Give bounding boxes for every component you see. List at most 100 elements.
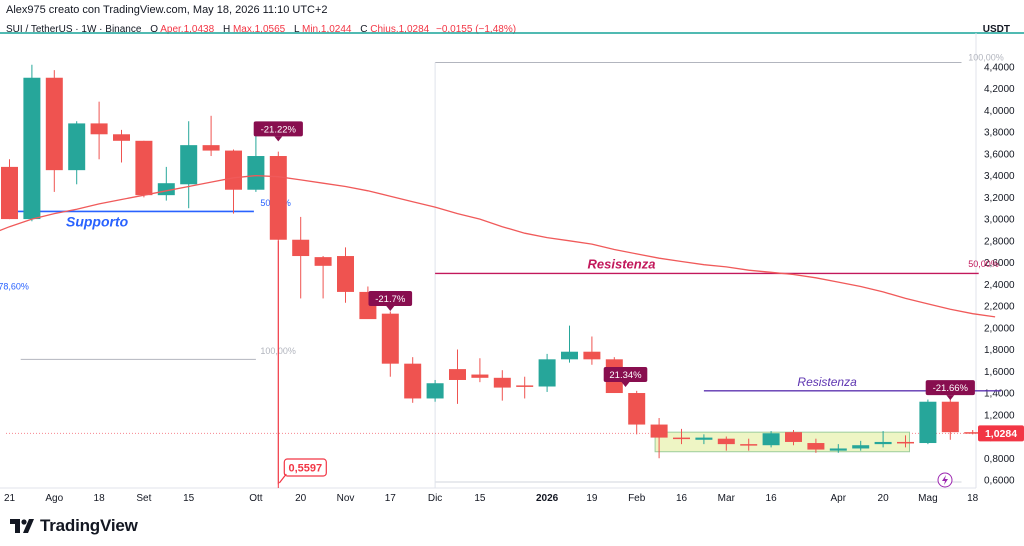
y-tick-label: 3,4000 [984, 171, 1015, 182]
y-tick-label: 4,4000 [984, 62, 1015, 73]
x-tick-label: 16 [766, 493, 778, 504]
candle-body[interactable] [381, 313, 399, 364]
percent-badge [925, 380, 975, 396]
candle-body[interactable] [762, 433, 780, 446]
x-tick-label: 19 [586, 493, 598, 504]
candle-body[interactable] [180, 145, 198, 185]
candle-body[interactable] [292, 239, 310, 257]
candle-body[interactable] [673, 437, 690, 440]
low-marker-tag[interactable] [283, 458, 327, 477]
candle-body[interactable] [941, 401, 959, 433]
candle-body[interactable] [45, 77, 63, 171]
fib-label: 50,00% [968, 259, 999, 269]
candle-body[interactable] [740, 444, 758, 446]
author-line: Alex975 creato con TradingView.com, May … [6, 4, 328, 16]
candle-body[interactable] [493, 377, 511, 388]
tradingview-logo-icon [10, 519, 34, 533]
moving-average-line [0, 174, 996, 318]
candle-body[interactable] [225, 150, 242, 190]
candle-body[interactable] [852, 445, 870, 449]
low-label: L [294, 24, 300, 35]
candle-body[interactable] [23, 77, 41, 220]
candle-body[interactable] [964, 432, 982, 434]
x-tick-label: 20 [295, 493, 307, 504]
y-tick-label: 3,6000 [984, 149, 1015, 160]
candle-body[interactable] [628, 393, 646, 425]
percent-badge [253, 121, 303, 137]
symbol-label[interactable]: SUI / TetherUS · 1W · Binance [6, 24, 142, 35]
candle-body[interactable] [157, 183, 175, 196]
currency-label: USDT [982, 24, 1010, 35]
x-tick-label: 15 [474, 493, 486, 504]
x-tick-label: 16 [676, 493, 688, 504]
fib-label: 100,00% [968, 52, 1004, 62]
candle-body[interactable] [202, 145, 220, 151]
percent-badge [368, 290, 413, 306]
change-value: −0,0155 (−1,48%) [435, 24, 517, 35]
candle-body[interactable] [695, 437, 713, 440]
candle-body[interactable] [68, 123, 86, 171]
candle-body[interactable] [717, 438, 735, 445]
x-tick-label: Mar [718, 493, 736, 504]
candle-body[interactable] [269, 156, 287, 240]
percent-badge-pointer [946, 395, 955, 401]
y-tick-label: 1,4000 [984, 389, 1015, 400]
x-tick-label: Mag [918, 493, 937, 504]
candle-body[interactable] [426, 383, 444, 399]
x-tick-label: Dic [428, 493, 442, 504]
candle-body[interactable] [538, 359, 556, 387]
candle-body[interactable] [1, 166, 18, 220]
candle-body[interactable] [471, 374, 489, 378]
percent-badge-text: -21.66% [933, 383, 969, 394]
x-tick-label: Nov [337, 493, 355, 504]
open-value: Aper.1,0438 [160, 24, 215, 35]
x-tick-label: 18 [94, 493, 106, 504]
resistance-label: Resistenza [588, 256, 656, 271]
y-tick-label: 2,0000 [984, 323, 1015, 334]
candle-body[interactable] [516, 385, 534, 387]
open-label: O [150, 24, 158, 35]
percent-badge-pointer [386, 305, 395, 311]
percent-badge-text: -21.7% [375, 294, 406, 305]
candle-body[interactable] [314, 257, 332, 266]
y-tick-label: 4,2000 [984, 84, 1015, 95]
fib-label: 78,60% [0, 282, 29, 292]
x-tick-label: Set [136, 493, 151, 504]
y-tick-label: 1,2000 [984, 410, 1015, 421]
percent-badge-pointer [274, 136, 283, 142]
percent-badge-text: 21.34% [609, 370, 642, 381]
candle-body[interactable] [113, 134, 130, 141]
candle-body[interactable] [337, 256, 354, 292]
candle-body[interactable] [650, 424, 668, 438]
x-tick-label: Ott [249, 493, 263, 504]
candle-body[interactable] [829, 448, 847, 451]
candle-body[interactable] [583, 351, 601, 360]
x-tick-label: Apr [831, 493, 847, 504]
candle-body[interactable] [919, 401, 937, 444]
high-value: Max.1,0565 [232, 24, 286, 35]
y-tick-label: 0,6000 [984, 476, 1015, 487]
y-tick-label: 1,8000 [984, 345, 1015, 356]
x-tick-label: 18 [967, 493, 979, 504]
candle-body[interactable] [404, 363, 422, 399]
low-marker-value: 0,5597 [288, 463, 322, 475]
candle-body[interactable] [874, 441, 892, 445]
candle-body[interactable] [807, 443, 825, 450]
candle-body[interactable] [135, 140, 153, 196]
candle-body[interactable] [247, 156, 265, 190]
candle-body[interactable] [561, 351, 578, 360]
brand[interactable]: TradingView [10, 516, 138, 536]
close-label: C [360, 24, 368, 35]
percent-badge [603, 367, 648, 383]
candle-body[interactable] [449, 369, 466, 380]
consolidation-box[interactable] [654, 431, 910, 453]
high-label: H [222, 24, 231, 35]
last-price-value: 1,0284 [985, 428, 1017, 440]
candle-body[interactable] [90, 123, 108, 135]
x-tick-label: 20 [878, 493, 890, 504]
y-tick-label: 3,2000 [984, 193, 1015, 204]
close-value: Chius.1,0284 [370, 24, 430, 35]
candle-body[interactable] [897, 441, 914, 444]
candle-body[interactable] [785, 432, 802, 442]
